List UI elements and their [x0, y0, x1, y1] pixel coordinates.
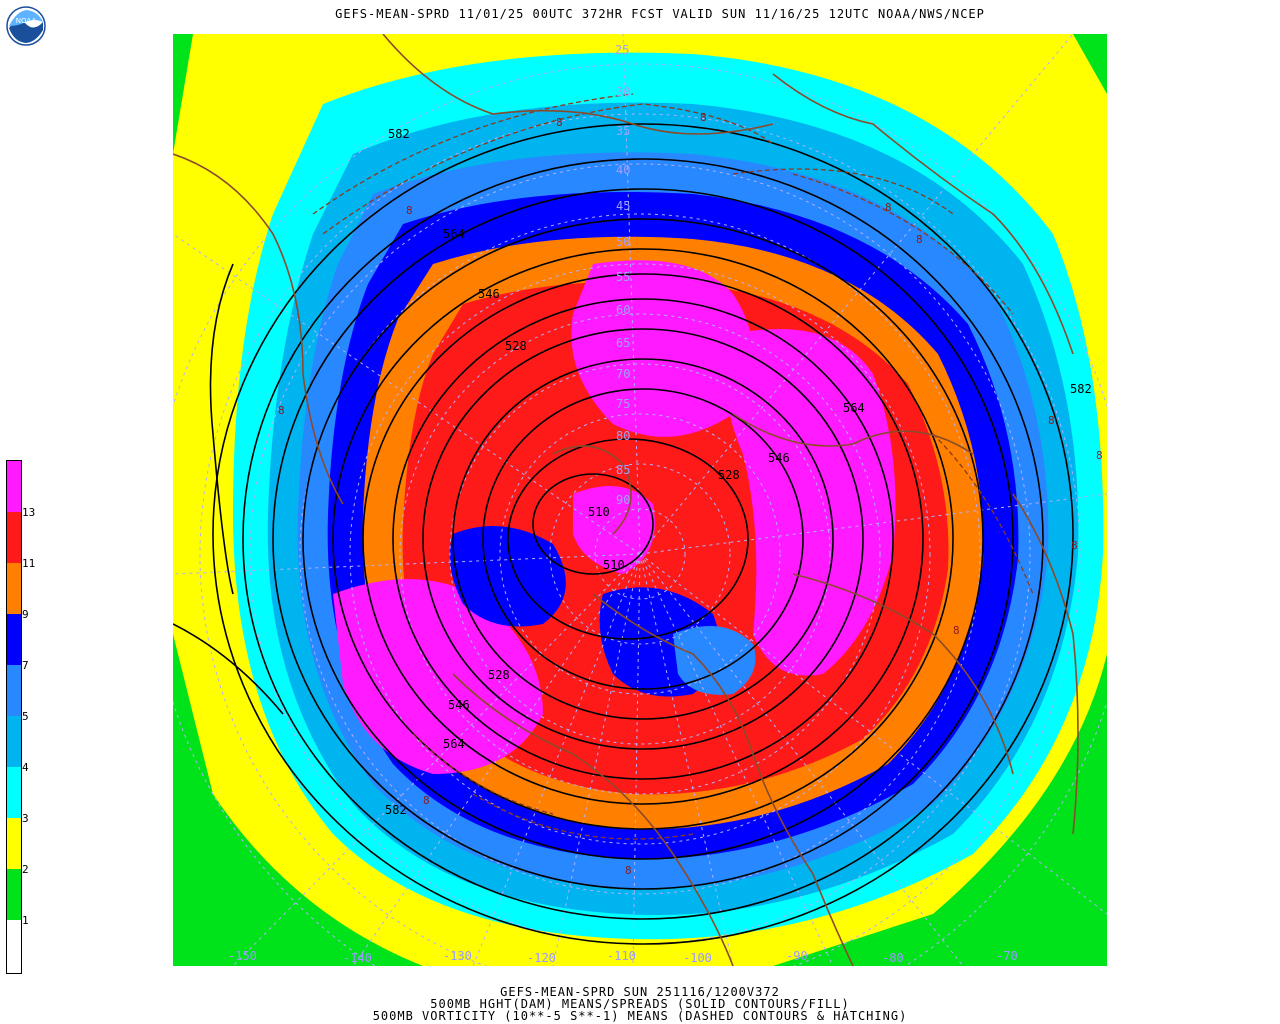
legend-swatch-7: [7, 614, 21, 665]
height-contours: [173, 123, 1074, 945]
lat-label-55: 55: [616, 270, 630, 284]
legend-swatch-2: [7, 818, 21, 869]
legend-label-5: 5: [22, 710, 29, 723]
lat-label-25: 25: [615, 43, 629, 57]
chart-title: GEFS-MEAN-SPRD 11/01/25 00UTC 372HR FCST…: [335, 7, 985, 21]
lat-label-60: 60: [616, 303, 630, 317]
legend-label-13: 13: [22, 506, 36, 519]
vort-label: 8: [406, 204, 413, 217]
footer-line-3: 500MB VORTICITY (10**-5 S**-1) MEANS (DA…: [372, 1009, 908, 1023]
spread-low-a: [449, 526, 566, 627]
vort-label: 8: [556, 116, 563, 129]
vort-label: 8: [278, 404, 285, 417]
noaa-logo-text: NOAA: [16, 17, 37, 25]
lat-label-70: 70: [616, 367, 630, 381]
lon-label-70: -70: [996, 949, 1018, 963]
contour-label-582c: 582: [385, 803, 407, 817]
legend-label-7: 7: [22, 659, 29, 672]
map-canvas: 582 564 546 528 510 510 528 546 564 582 …: [173, 34, 1107, 966]
lon-label-140: -140: [343, 951, 372, 965]
legend-label-4: 4: [22, 761, 29, 774]
legend-swatch-5: [7, 665, 21, 716]
lat-label-90: 90: [616, 493, 630, 507]
lon-label-130: -130: [443, 949, 472, 963]
vorticity-labels: 8 8 8 8 8 8 8 8 8 8 8 8: [278, 111, 1103, 877]
contour-label-510b: 510: [603, 558, 625, 572]
legend-swatch-4: [7, 716, 21, 767]
lon-label-150: -150: [228, 949, 257, 963]
spread-low-c: [673, 626, 756, 695]
legend-swatch-3: [7, 767, 21, 818]
coastlines: [173, 34, 1079, 966]
legend-swatch-9: [7, 563, 21, 614]
legend-swatch-11: [7, 512, 21, 563]
noaa-logo: NOAA: [6, 6, 46, 46]
spread-color-legend: [6, 460, 22, 974]
legend-swatch-0: [7, 920, 21, 973]
legend-label-2: 2: [22, 863, 29, 876]
lat-label-30: 30: [616, 85, 630, 99]
lat-label-35: 35: [616, 124, 630, 138]
lat-label-85: 85: [616, 463, 630, 477]
vort-label: 8: [1071, 539, 1078, 552]
legend-label-9: 9: [22, 608, 29, 621]
footer-line-1: GEFS-MEAN-SPRD SUN 251116/1200V372: [500, 985, 780, 999]
spread-band-13d: [573, 486, 655, 574]
contour-label-528b: 528: [718, 468, 740, 482]
legend-swatch-1: [7, 869, 21, 920]
contour-label-528c: 528: [488, 668, 510, 682]
contour-label-546b: 546: [768, 451, 790, 465]
legend-label-1: 1: [22, 914, 29, 927]
contour-label-582a: 582: [388, 127, 410, 141]
spread-band-13a: [571, 260, 753, 437]
lon-label-120: -120: [527, 951, 556, 965]
legend-label-11: 11: [22, 557, 36, 570]
vort-label: 8: [885, 201, 892, 214]
forecast-map: 582 564 546 528 510 510 528 546 564 582 …: [173, 34, 1107, 966]
lon-label-110: -110: [607, 949, 636, 963]
legend-label-3: 3: [22, 812, 29, 825]
vort-label: 8: [700, 111, 707, 124]
latitude-circles: [173, 63, 1107, 966]
lat-label-50: 50: [616, 235, 630, 249]
contour-label-564a: 564: [443, 227, 465, 241]
lat-label-40: 40: [616, 163, 630, 177]
vort-label: 8: [916, 233, 923, 246]
lat-label-45: 45: [616, 199, 630, 213]
contour-label-582b: 582: [1070, 382, 1092, 396]
lat-label-65: 65: [616, 336, 630, 350]
vort-label: 8: [423, 794, 430, 807]
vort-label: 8: [1048, 414, 1055, 427]
contour-label-510a: 510: [588, 505, 610, 519]
lon-label-80: -80: [882, 951, 904, 965]
vorticity-contours: [312, 93, 1034, 840]
lat-label-75: 75: [616, 397, 630, 411]
lon-label-100: -100: [683, 951, 712, 965]
vort-label: 8: [953, 624, 960, 637]
contour-label-564b: 564: [843, 401, 865, 415]
lon-label-90: -90: [786, 949, 808, 963]
lat-label-80: 80: [616, 429, 630, 443]
contour-label-546a: 546: [478, 287, 500, 301]
legend-swatch-13: [7, 461, 21, 512]
contour-label-564c: 564: [443, 737, 465, 751]
contour-label-528a: 528: [505, 339, 527, 353]
vort-label: 8: [1096, 449, 1103, 462]
spread-band-13b: [725, 329, 896, 676]
footer-line-2: 500MB HGHT(DAM) MEANS/SPREADS (SOLID CON…: [430, 997, 850, 1011]
contour-label-546c: 546: [448, 698, 470, 712]
vort-label: 8: [625, 864, 632, 877]
